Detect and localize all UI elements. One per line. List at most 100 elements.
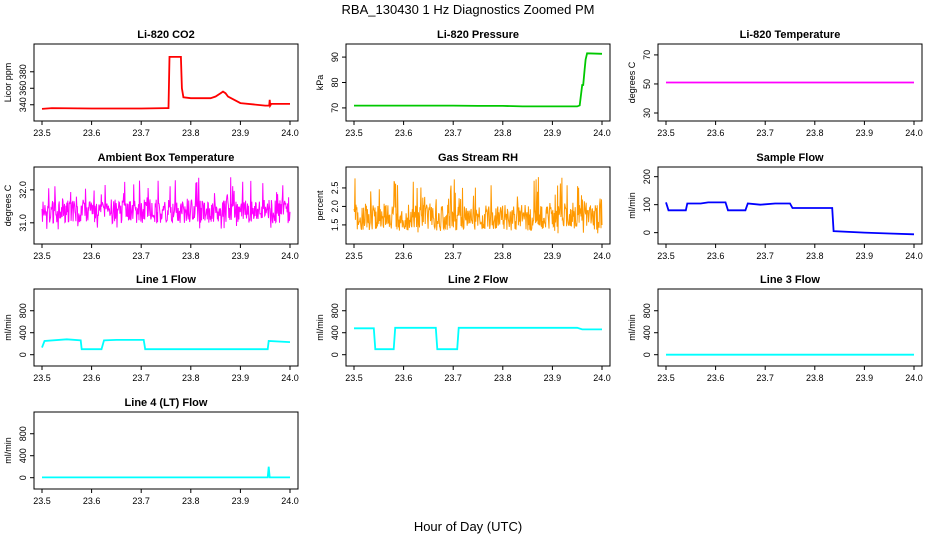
x-tick-label: 23.6 — [83, 128, 101, 138]
x-tick-label: 23.7 — [444, 373, 462, 383]
y-tick-label: 360 — [18, 81, 28, 96]
y-tick-label: 32.0 — [18, 181, 28, 199]
x-tick-label: 23.6 — [83, 373, 101, 383]
y-axis-label: degrees C — [3, 184, 13, 226]
x-tick-label: 24.0 — [905, 128, 923, 138]
x-tick-label: 23.6 — [395, 128, 413, 138]
x-tick-label: 23.6 — [83, 251, 101, 261]
panel-7: Line 1 Flow ml/min 23.5 23.6 23.7 23.8 23.9 24.… — [3, 274, 299, 383]
y-tick-label: 0 — [18, 352, 28, 357]
x-tick-label: 23.9 — [232, 128, 250, 138]
y-axis-label: degrees C — [627, 61, 637, 103]
panel-title: Li-820 Pressure — [437, 29, 519, 41]
x-tick-label: 23.9 — [544, 373, 562, 383]
x-tick-label: 23.8 — [806, 373, 824, 383]
x-tick-label: 24.0 — [593, 251, 611, 261]
x-tick-label: 23.9 — [856, 373, 874, 383]
y-tick-label: 0 — [642, 230, 652, 235]
y-tick-label: 0 — [18, 475, 28, 480]
y-tick-label: 70 — [642, 50, 652, 60]
x-tick-label: 23.8 — [182, 128, 200, 138]
x-tick-label: 23.5 — [345, 251, 363, 261]
x-tick-label: 23.7 — [132, 373, 150, 383]
x-tick-label: 23.7 — [444, 251, 462, 261]
series-line — [354, 52, 603, 108]
x-tick-label: 23.5 — [657, 373, 675, 383]
y-axis-label: ml/min — [3, 314, 13, 341]
x-tick-label: 23.8 — [182, 251, 200, 261]
figure-xlabel: Hour of Day (UTC) — [414, 519, 522, 534]
series-line — [353, 177, 603, 234]
plot-frame — [33, 288, 299, 367]
x-tick-label: 23.9 — [232, 496, 250, 506]
series-line — [41, 56, 290, 110]
panels: Li-820 CO2 Licor ppm 23.5 23.6 23.7 23.8 23.9 2… — [3, 29, 923, 506]
x-tick-label: 23.9 — [544, 251, 562, 261]
x-tick-label: 23.6 — [83, 496, 101, 506]
x-tick-label: 23.6 — [707, 128, 725, 138]
y-tick-label: 400 — [330, 325, 340, 340]
x-tick-label: 23.8 — [806, 128, 824, 138]
x-tick-label: 24.0 — [593, 128, 611, 138]
panel-8: Line 2 Flow ml/min 23.5 23.6 23.7 23.8 23.9 24.… — [315, 274, 611, 383]
x-tick-label: 23.6 — [395, 373, 413, 383]
y-tick-label: 1.5 — [330, 219, 340, 232]
series-line — [665, 201, 915, 236]
x-tick-label: 24.0 — [281, 251, 299, 261]
y-axis-label: ml/min — [627, 192, 637, 219]
y-tick-label: 50 — [642, 79, 652, 89]
x-tick-label: 23.7 — [132, 496, 150, 506]
x-tick-label: 24.0 — [281, 373, 299, 383]
panel-9: Line 3 Flow ml/min 23.5 23.6 23.7 23.8 23.9 24.… — [627, 274, 923, 383]
y-tick-label: 800 — [18, 426, 28, 441]
panel-title: Li-820 Temperature — [740, 29, 841, 41]
y-axis-label: kPa — [315, 75, 325, 91]
y-tick-label: 800 — [642, 303, 652, 318]
y-tick-label: 800 — [18, 303, 28, 318]
y-tick-label: 100 — [642, 197, 652, 212]
x-tick-label: 23.7 — [132, 251, 150, 261]
x-tick-label: 23.5 — [657, 251, 675, 261]
plot-frame — [345, 43, 611, 122]
y-tick-label: 400 — [18, 325, 28, 340]
panel-title: Sample Flow — [756, 152, 824, 164]
panel-2: Li-820 Pressure kPa 23.5 23.6 23.7 23.8 23.9 24… — [315, 29, 611, 138]
y-tick-label: 2.0 — [330, 200, 340, 213]
panel-title: Li-820 CO2 — [137, 29, 194, 41]
x-tick-label: 24.0 — [905, 251, 923, 261]
x-tick-label: 23.8 — [182, 373, 200, 383]
x-tick-label: 23.5 — [33, 128, 51, 138]
y-tick-label: 2.5 — [330, 182, 340, 195]
y-tick-label: 30 — [642, 108, 652, 118]
x-tick-label: 23.5 — [33, 496, 51, 506]
panel-title: Ambient Box Temperature — [98, 152, 235, 164]
panel-4: Ambient Box Temperature degrees C 23.5 23.6… — [3, 152, 299, 261]
x-tick-label: 23.7 — [756, 373, 774, 383]
x-tick-label: 23.6 — [707, 251, 725, 261]
series-line — [41, 338, 291, 351]
x-tick-label: 23.8 — [182, 496, 200, 506]
y-tick-label: 0 — [642, 352, 652, 357]
y-tick-label: 800 — [330, 303, 340, 318]
x-tick-label: 23.5 — [345, 373, 363, 383]
series-line — [41, 177, 291, 230]
y-axis-label: percent — [315, 190, 325, 221]
y-tick-label: 400 — [18, 448, 28, 463]
x-tick-label: 24.0 — [905, 373, 923, 383]
y-tick-label: 340 — [18, 97, 28, 112]
y-tick-label: 80 — [330, 77, 340, 87]
x-tick-label: 23.8 — [494, 373, 512, 383]
y-axis-label: ml/min — [3, 437, 13, 464]
x-tick-label: 23.7 — [132, 128, 150, 138]
series-line — [354, 326, 602, 351]
y-tick-label: 0 — [330, 352, 340, 357]
y-axis-label: ml/min — [315, 314, 325, 341]
panel-10: Line 4 (LT) Flow ml/min 23.5 23.6 23.7 23.8 23… — [3, 397, 299, 506]
x-tick-label: 23.8 — [494, 128, 512, 138]
panel-title: Gas Stream RH — [438, 152, 518, 164]
panel-3: Li-820 Temperature degrees C 23.5 23.6 23.7 2… — [627, 29, 923, 138]
x-tick-label: 23.5 — [345, 128, 363, 138]
y-tick-label: 70 — [330, 103, 340, 113]
figure-title: RBA_130430 1 Hz Diagnostics Zoomed PM — [342, 2, 595, 17]
